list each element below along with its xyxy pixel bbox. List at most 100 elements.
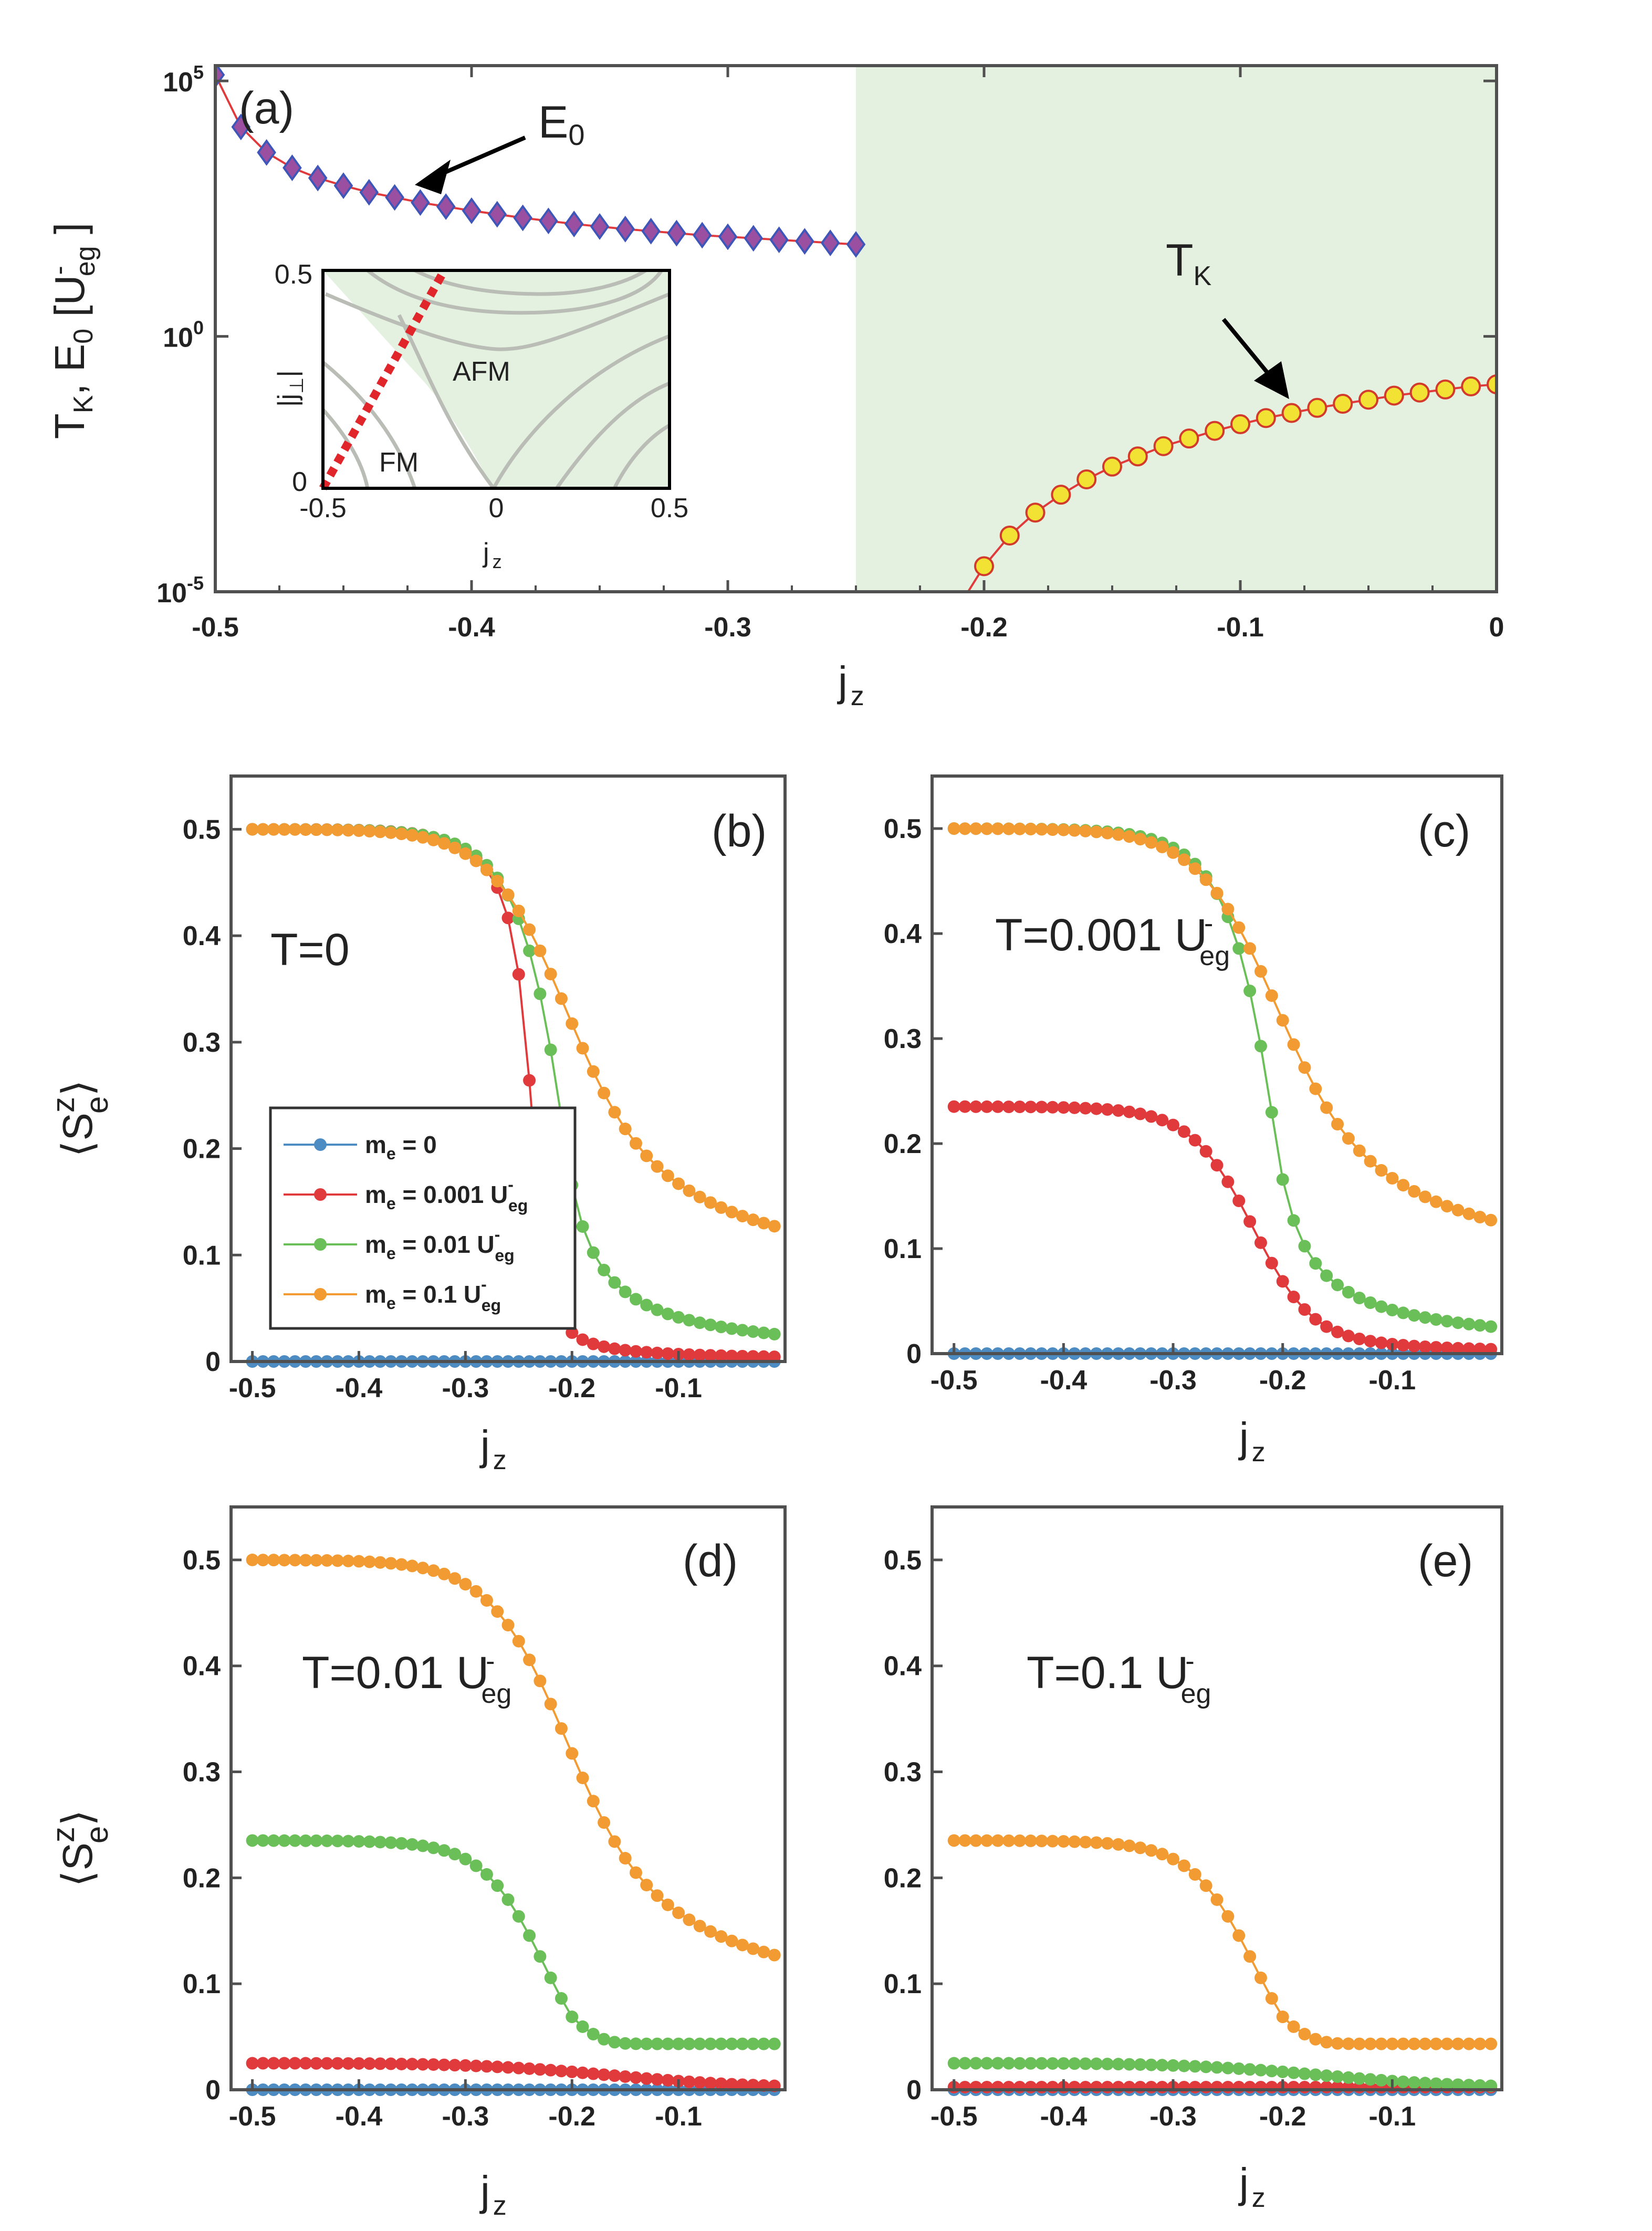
panel-d-label: (d) <box>683 1536 738 1586</box>
panel-a-point-TK <box>1127 446 1148 467</box>
panel-b-xtick-label: -0.1 <box>655 1373 702 1403</box>
panel-c-point <box>1353 1292 1366 1304</box>
panel-a-point-E0 <box>564 211 584 237</box>
panel-e-point <box>1418 2037 1431 2050</box>
panel-e-point <box>1188 2060 1201 2073</box>
panel-e-point <box>1254 1971 1267 1984</box>
panel-e-point <box>1210 1893 1224 1906</box>
e0-arrow <box>432 135 526 180</box>
panel-e-point <box>1320 2080 1333 2093</box>
panel-e-point <box>1331 2070 1344 2083</box>
panel-c-point <box>1320 1101 1333 1114</box>
panel-d-point <box>512 1910 525 1923</box>
panel-c-point <box>1375 1164 1388 1177</box>
panel-d-point <box>523 1653 536 1667</box>
panel-e-point <box>1068 1835 1081 1848</box>
inset-ytick-0: 0 <box>292 467 307 497</box>
panel-d-point <box>320 2057 333 2070</box>
panel-e-point <box>1101 1837 1114 1850</box>
panel-d-xtick-label: -0.2 <box>548 2101 595 2132</box>
panel-c-point <box>1156 1114 1169 1127</box>
panel-a-series-line-E0 <box>215 74 856 246</box>
panel-b-point <box>640 1298 653 1312</box>
panel-c-point <box>1243 942 1257 955</box>
panel-e-point <box>1024 2080 1037 2093</box>
legend-entry-0: me = 0 <box>365 1131 437 1163</box>
panel-a-point-E0 <box>436 193 456 220</box>
panel-b-point <box>619 1285 632 1298</box>
panel-b-point <box>437 837 451 850</box>
panel-c-ytick-label: 0.2 <box>884 1129 922 1159</box>
legend-entry-1: me = 0.001 U-eg <box>365 1175 528 1215</box>
panel-e-point <box>1320 2069 1333 2082</box>
panel-e-ytick-label: 0.5 <box>884 1545 922 1576</box>
panel-e-point <box>1232 2062 1246 2075</box>
inset-phase-boundary <box>319 268 448 490</box>
panel-b-point <box>640 1346 653 1359</box>
tk-arrowhead <box>1254 361 1289 399</box>
panel-c-ytick-label: 0 <box>906 1339 922 1369</box>
panel-c-point <box>1199 1145 1212 1158</box>
panel-c-point <box>1123 1105 1136 1118</box>
panel-c-point <box>1276 1173 1289 1186</box>
panel-e-point <box>1057 1835 1070 1848</box>
panel-e-point <box>1046 1835 1059 1848</box>
panel-d-point <box>288 1834 301 1847</box>
panel-d-point <box>651 2037 664 2050</box>
panel-d-point <box>544 2064 557 2077</box>
panel-d-point <box>384 1836 398 1849</box>
panel-d-point <box>363 1555 376 1568</box>
panel-d-point <box>661 2073 674 2087</box>
panel-c-point <box>1112 1104 1125 1117</box>
panel-b-point <box>651 1346 664 1359</box>
panel-c-ytick-label: 0.3 <box>884 1024 922 1054</box>
tk-label-sub: K <box>1194 261 1212 291</box>
panel-c-point <box>1342 1132 1355 1145</box>
legend-swatch-marker <box>314 1188 327 1201</box>
panel-e-point <box>1353 2037 1366 2050</box>
panel-c-label: (c) <box>1418 806 1470 856</box>
panel-d-point <box>736 1939 749 1952</box>
panel-b-point <box>768 1220 781 1233</box>
inset-frame <box>321 269 671 490</box>
panel-e-ytick-label: 0.4 <box>884 1651 922 1682</box>
panel-d-point <box>288 2057 301 2070</box>
panel-d-point <box>267 1554 280 1567</box>
panel-b-point <box>757 1326 770 1339</box>
panel-c-point <box>1320 1320 1333 1333</box>
panel-b-point <box>512 904 525 917</box>
panel-a-point-TK <box>1409 382 1430 403</box>
panel-c-point <box>1375 1336 1388 1349</box>
panel-d-point <box>715 1930 728 1943</box>
panel-c-point <box>1057 1101 1070 1114</box>
inset-xtick-1: 0 <box>489 493 504 523</box>
panel-c-point <box>1397 1306 1410 1319</box>
panel-a-point-E0 <box>769 226 789 254</box>
panel-a-point-E0 <box>411 189 430 216</box>
panel-b-point <box>288 823 301 836</box>
panel-a-ytick-label: 105 <box>163 61 204 98</box>
panel-c: -0.5 -0.4 -0.3 -0.2 -0.1 0 0.1 0.2 0.3 0.4 0.5 (c) <box>884 774 1503 1396</box>
panel-d-point <box>619 2037 632 2050</box>
panel-e-point <box>958 2080 971 2093</box>
panel-d-point <box>480 1868 493 1881</box>
panel-c-xtick-label: -0.4 <box>1040 1365 1088 1396</box>
panel-d-point <box>523 2062 536 2075</box>
panel-d-point <box>384 1557 398 1570</box>
panel-d-point <box>683 2037 696 2050</box>
panel-b-point <box>501 912 515 925</box>
panel-d-point <box>501 1619 515 1632</box>
panel-d-point <box>331 1554 344 1567</box>
panel-d-point <box>661 1898 674 1911</box>
panel-e-point <box>1408 2076 1421 2089</box>
panel-e-point <box>1243 2080 1257 2093</box>
panel-e-point <box>1451 2078 1465 2091</box>
panel-e-point <box>1134 2058 1147 2071</box>
panel-a-xtick-label: -0.3 <box>704 612 751 643</box>
panel-c-point <box>1287 1038 1300 1051</box>
panel-c-point <box>1243 1215 1257 1228</box>
panel-c-point <box>969 1100 982 1113</box>
